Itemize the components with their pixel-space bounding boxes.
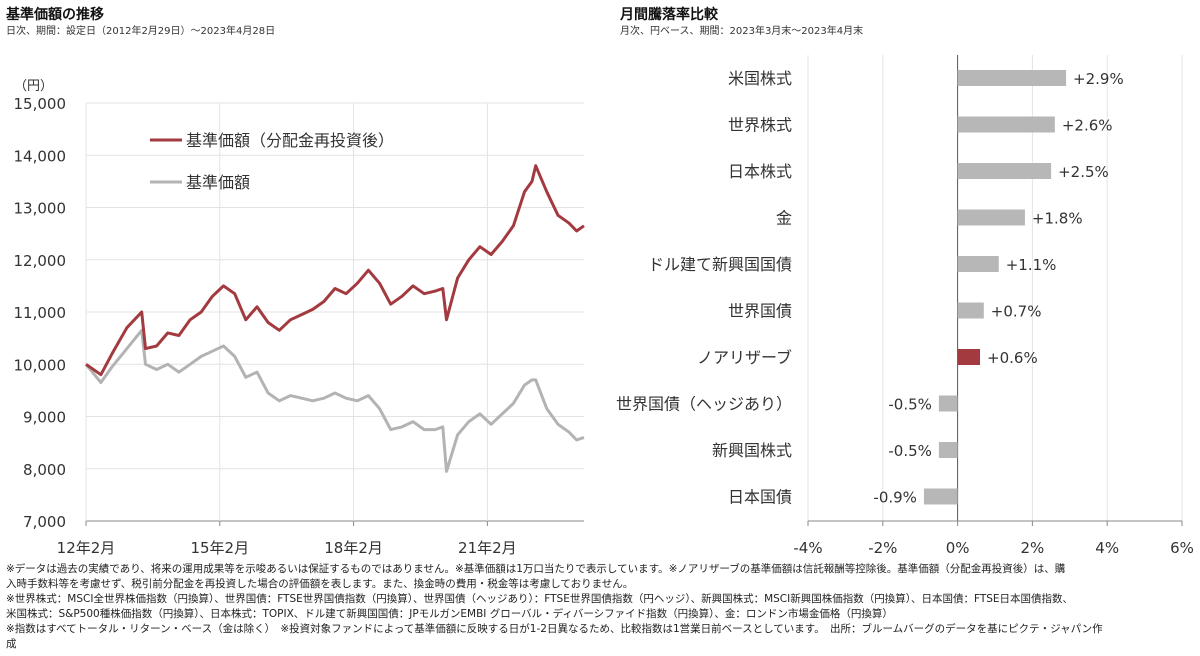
y-tick-label: 7,000 — [23, 513, 66, 531]
y-tick-label: 13,000 — [14, 200, 67, 218]
value-label: +1.1% — [1006, 256, 1057, 274]
footnote-line: ※指数はすべてトータル・リターン・ベース（金は除く） ※投資対象ファンドによって… — [6, 623, 1103, 635]
value-label: +2.5% — [1058, 163, 1109, 181]
y-tick-label: 12,000 — [14, 252, 67, 270]
y-tick-label: 8,000 — [23, 461, 66, 479]
category-label: 日本株式 — [728, 162, 792, 181]
x-tick-label: 12年2月 — [57, 539, 116, 557]
y-tick-label: 9,000 — [23, 409, 66, 427]
category-label: 米国株式 — [728, 69, 792, 88]
right-chart-title: 月間騰落率比較 — [620, 7, 718, 23]
bar — [957, 209, 1025, 226]
left-chart-title: 基準価額の推移 — [6, 7, 104, 23]
bar — [957, 163, 1052, 179]
monthly-return-bar-chart: 米国株式世界株式日本株式金ドル建て新興国国債世界国債ノアリザーブ世界国債（ヘッジ… — [616, 55, 1194, 557]
x-tick-label: 6% — [1170, 539, 1194, 557]
category-label: 世界国債 — [728, 302, 792, 321]
footnote-line: 入時手数料等を考慮せず、税引前分配金を再投資した場合の評価額を表します。また、換… — [6, 578, 634, 590]
bar — [957, 116, 1055, 133]
footnote-line: 米国株式：S&P500種株価指数（円換算）、日本株式：TOPIX、ドル建て新興国… — [6, 608, 893, 620]
category-label: 世界株式 — [728, 116, 792, 135]
value-label: +0.7% — [991, 303, 1042, 321]
gridlines — [807, 55, 1183, 526]
left-chart-subtitle: 日次、期間：設定日（2012年2月29日）～2023年4月28日 — [6, 26, 276, 37]
x-tick-label: 18年2月 — [324, 539, 383, 557]
legend: 基準価額（分配金再投資後） 基準価額 — [150, 131, 394, 192]
value-label: +2.9% — [1073, 70, 1124, 88]
legend-label-nav-reinvested: 基準価額（分配金再投資後） — [186, 131, 394, 150]
x-tick-labels: 12年2月 15年2月 18年2月 21年2月 — [57, 539, 517, 557]
right-chart-subtitle: 月次、円ベース、期間：2023年3月末～2023年4月末 — [620, 26, 864, 37]
bar — [957, 70, 1067, 86]
category-label: 日本国債 — [728, 488, 792, 507]
legend-label-nav: 基準価額 — [186, 173, 250, 192]
x-tick-labels: -4% -2% 0% 2% 4% 6% — [793, 539, 1194, 557]
bar — [938, 395, 958, 412]
x-tick-label: -2% — [868, 539, 897, 557]
x-tick-label: 4% — [1095, 539, 1119, 557]
y-tick-label: 11,000 — [14, 304, 67, 322]
value-label: +2.6% — [1062, 117, 1113, 135]
nav-history-line-chart: （円） 15,000 14,000 13,000 12,000 11,000 10,000… — [14, 79, 585, 557]
category-label: ドル建て新興国国債 — [648, 255, 792, 274]
value-label: -0.5% — [888, 442, 932, 460]
bar — [938, 442, 958, 458]
bar — [923, 488, 958, 505]
value-label: -0.9% — [873, 489, 917, 507]
value-label: +1.8% — [1032, 210, 1083, 228]
value-label: -0.5% — [888, 396, 932, 414]
value-labels: +2.9% +2.6% +2.5% +1.8% +1.1% +0.7% +0.6% -0.5%… — [873, 70, 1123, 507]
category-label: ノアリザーブ — [697, 348, 792, 367]
bar — [957, 302, 984, 319]
footnote-line: 成 — [6, 638, 17, 650]
category-labels: 米国株式世界株式日本株式金ドル建て新興国国債世界国債ノアリザーブ世界国債（ヘッジ… — [616, 69, 792, 507]
bar — [957, 349, 981, 365]
y-tick-label: 15,000 — [14, 95, 67, 113]
category-label: 金 — [776, 209, 792, 228]
gridlines — [85, 102, 584, 526]
y-tick-labels: 15,000 14,000 13,000 12,000 11,000 10,000 9,00… — [14, 95, 67, 531]
series-line-nav — [84, 328, 585, 473]
bars — [923, 70, 1067, 505]
footnote-line: ※データは過去の実績であり、将来の運用成果等を示唆あるいは保証するものではありま… — [6, 563, 1066, 575]
series-line-nav-reinvested — [85, 164, 585, 377]
x-tick-label: -4% — [793, 539, 822, 557]
x-tick-label: 21年2月 — [458, 539, 517, 557]
x-tick-label: 2% — [1021, 539, 1045, 557]
y-tick-label: 14,000 — [14, 147, 67, 165]
x-tick-label: 15年2月 — [190, 539, 249, 557]
footnote-line: ※世界株式：MSCI全世界株価指数（円換算）、世界国債：FTSE世界国債指数（円… — [6, 593, 1074, 605]
category-label: 世界国債（ヘッジあり） — [616, 395, 792, 414]
series-lines — [84, 164, 585, 473]
footnotes: ※データは過去の実績であり、将来の運用成果等を示唆あるいは保証するものではありま… — [6, 562, 1196, 652]
y-tick-label: 10,000 — [14, 356, 67, 374]
category-label: 新興国株式 — [712, 441, 792, 460]
y-axis-unit-label: （円） — [14, 79, 53, 94]
value-label: +0.6% — [987, 349, 1038, 367]
bar — [957, 256, 999, 272]
x-tick-label: 0% — [946, 539, 970, 557]
